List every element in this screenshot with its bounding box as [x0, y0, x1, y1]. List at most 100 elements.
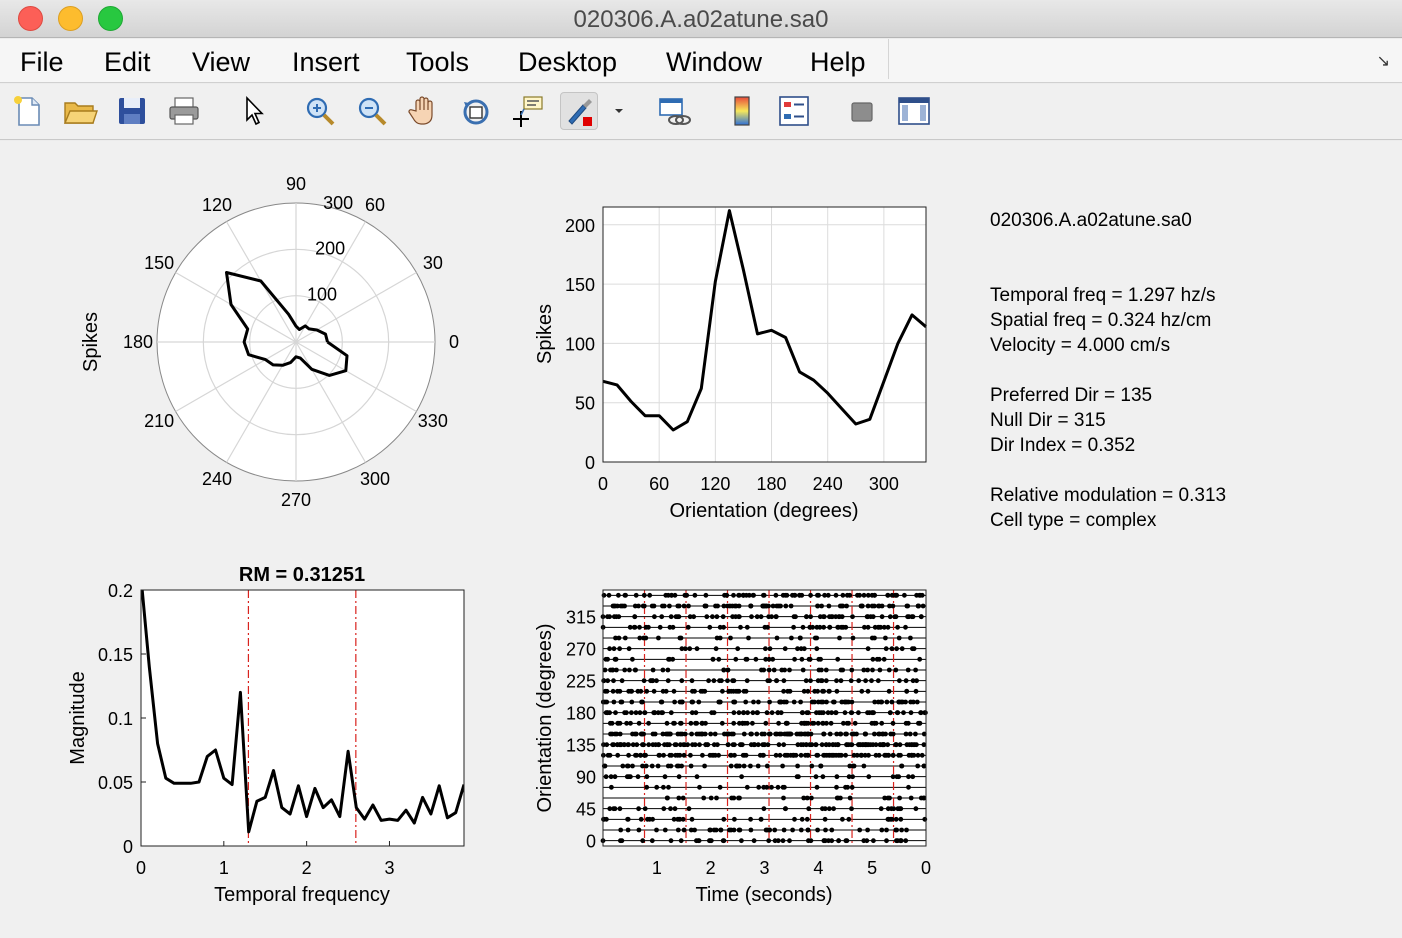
spike-dot: [877, 731, 882, 737]
polar-angle-tick: 270: [281, 490, 311, 510]
minimize-window-button[interactable]: [58, 6, 83, 31]
brush-dropdown-icon[interactable]: [610, 93, 628, 129]
spike-dot: [722, 731, 727, 737]
spike-dot: [751, 742, 757, 748]
link-plot-icon[interactable]: [656, 93, 692, 129]
spike-dot: [796, 774, 801, 780]
spike-dot: [871, 603, 877, 609]
spike-dot: [898, 838, 904, 844]
spike-dot: [612, 656, 618, 662]
zoom-in-icon[interactable]: [302, 93, 338, 129]
spike-dot: [665, 731, 670, 737]
spike-dot: [744, 624, 750, 630]
polar-angle-tick: 180: [123, 332, 153, 352]
hide-plot-tools-icon[interactable]: [844, 93, 880, 129]
spike-dot: [899, 646, 905, 652]
spike-dot: [688, 827, 694, 833]
axes-background: [603, 207, 926, 462]
spike-dot: [782, 752, 788, 758]
spike-dot: [791, 614, 797, 620]
brush-icon: [568, 99, 592, 126]
brush-button[interactable]: [560, 92, 598, 130]
menu-help[interactable]: Help: [810, 47, 866, 77]
spike-dot: [761, 667, 767, 673]
spike-dot: [904, 742, 910, 748]
spike-dot: [834, 678, 839, 684]
spike-dot: [641, 678, 647, 684]
spike-dot: [815, 752, 821, 758]
spike-dot: [846, 774, 852, 780]
spike-dot: [731, 720, 737, 726]
polar-angle-tick: 30: [423, 253, 443, 273]
spike-dot: [896, 699, 902, 705]
spike-dot: [765, 624, 770, 630]
y-tick-label: 0.05: [98, 773, 133, 793]
spike-dot: [735, 646, 741, 652]
pointer-icon[interactable]: [236, 93, 272, 129]
spike-dot: [622, 667, 628, 673]
spike-dot: [831, 752, 837, 758]
menu-window[interactable]: Window: [666, 47, 763, 77]
x-tick-label: 3: [759, 858, 769, 878]
spike-dot: [649, 603, 655, 609]
new-file-icon[interactable]: [10, 93, 46, 129]
spike-dot: [851, 731, 857, 737]
menu-edit[interactable]: Edit: [104, 47, 151, 77]
x-axis-label: Time (seconds): [695, 884, 832, 906]
spike-dot: [838, 678, 844, 684]
spike-dot: [861, 838, 867, 844]
spike-dot: [671, 688, 677, 694]
zoom-out-icon[interactable]: [354, 93, 390, 129]
orientation-tuning-plot[interactable]: 0 60 120 180 240 300 0 50 100 150 200 Orientation (…: [534, 206, 927, 522]
rotate-3d-icon[interactable]: [458, 93, 494, 129]
spike-dot: [781, 688, 786, 694]
spike-dot: [824, 699, 829, 705]
spike-dot: [748, 763, 753, 769]
spike-dot: [882, 795, 888, 801]
spike-dot: [879, 720, 885, 726]
menu-insert[interactable]: Insert: [292, 47, 360, 77]
spike-dot: [611, 678, 616, 684]
data-cursor-icon[interactable]: [510, 93, 546, 129]
spike-dot: [919, 592, 925, 598]
spike-dot: [869, 678, 874, 684]
open-folder-icon[interactable]: [62, 93, 98, 129]
spike-dot: [829, 827, 835, 833]
spike-dot: [862, 752, 868, 758]
undock-icon[interactable]: ↘: [1376, 53, 1390, 70]
print-icon[interactable]: [166, 93, 202, 129]
spike-dot: [609, 720, 615, 726]
spike-dot: [668, 710, 674, 716]
pan-hand-icon[interactable]: [406, 93, 442, 129]
spike-dot: [844, 603, 849, 609]
temporal-spectrum-plot[interactable]: 0 1 2 3 0 0.05 0.1 0.15 0.2 RM = 0.31251 Temporal …: [67, 564, 465, 906]
info-relative-modulation: Relative modulation = 0.313: [990, 485, 1227, 506]
spike-dot: [609, 784, 614, 790]
spike-dot: [797, 592, 802, 598]
menu-tools[interactable]: Tools: [406, 47, 470, 77]
legend-icon[interactable]: [776, 93, 812, 129]
spike-dot: [775, 838, 781, 844]
spike-dot: [903, 838, 909, 844]
spike-dot: [731, 710, 737, 716]
polar-spoke: [295, 341, 367, 463]
menu-file[interactable]: File: [20, 47, 64, 77]
spike-dot: [877, 667, 883, 673]
show-plot-tools-icon[interactable]: [896, 93, 932, 129]
y-tick-label: 0: [123, 837, 133, 857]
close-window-button[interactable]: [18, 6, 43, 31]
polar-plot[interactable]: 0 30 60 90 120 150 180 210 240 270 300 330 100 200 300…: [80, 174, 459, 510]
colorbar-icon[interactable]: [724, 93, 760, 129]
spike-dot: [672, 699, 677, 705]
spike-dot: [703, 720, 708, 726]
menu-view[interactable]: View: [192, 47, 251, 77]
save-icon[interactable]: [114, 93, 150, 129]
spike-dot: [873, 742, 879, 748]
spike-dot: [872, 720, 877, 726]
menu-desktop[interactable]: Desktop: [518, 47, 618, 77]
spike-dot: [887, 614, 893, 620]
zoom-window-button[interactable]: [98, 6, 123, 31]
spike-dot: [879, 742, 885, 748]
polar-angle-tick: 120: [202, 195, 232, 215]
